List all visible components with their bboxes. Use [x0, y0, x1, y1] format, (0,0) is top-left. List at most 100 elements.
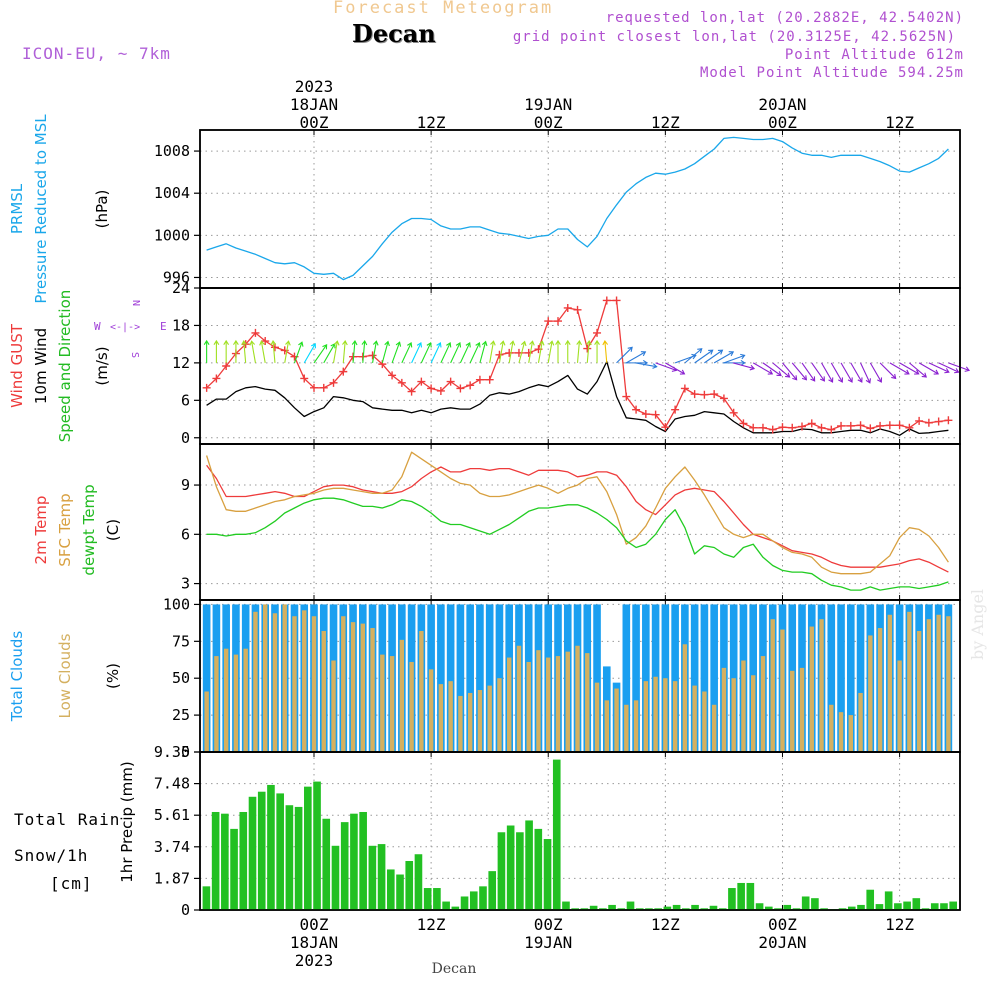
precip-bar [276, 793, 284, 910]
total-cloud-bar [837, 604, 845, 752]
gust-marker [680, 384, 689, 393]
gust-marker [837, 421, 846, 430]
low-cloud-bar [829, 704, 834, 752]
precip-bar [691, 904, 699, 910]
gust-marker [671, 405, 680, 414]
top-date-label: 20JAN [758, 95, 806, 114]
bottom-hour-label: 00Z [534, 915, 563, 934]
wind-arrow-shaft [752, 362, 773, 375]
precip-bar [654, 908, 662, 910]
gust-marker [456, 384, 465, 393]
precip-bar [838, 908, 847, 910]
precip-bar [211, 811, 220, 910]
bottom-hour-label: 00Z [300, 915, 329, 934]
total-clouds-label: Total Clouds [8, 631, 26, 723]
total-cloud-bar [593, 604, 601, 752]
low-cloud-bar [223, 648, 229, 752]
wind-arrow-shaft [272, 340, 276, 363]
wind-arrow-shaft [459, 342, 471, 364]
wind-arrow-head [708, 349, 714, 355]
wind-arrow-head [538, 340, 545, 346]
wind-arrow [313, 344, 328, 364]
wind-arrow-head [838, 377, 844, 383]
wind-arrow-head [310, 342, 316, 349]
wind-arrow [938, 362, 960, 374]
precip-bar [479, 886, 487, 910]
precip-bar [313, 781, 321, 910]
wind-arrow-shaft [655, 362, 677, 371]
precip-bar [359, 811, 367, 910]
precip-bar [571, 908, 579, 910]
wind-arrow-head [877, 377, 883, 383]
wind-arrow-shaft [372, 341, 377, 363]
low-cloud-bar [799, 667, 805, 752]
wind-arrow [860, 362, 871, 384]
precip-bar [331, 845, 340, 910]
top-date-label: 18JAN [290, 95, 338, 114]
wind-arrow [391, 341, 402, 364]
wind-arrow [694, 349, 714, 364]
total-cloud-bar [466, 604, 474, 752]
low-cloud-bar [467, 692, 473, 752]
low-cloud-bar [565, 651, 570, 752]
wind-arrow [889, 362, 910, 375]
low-cloud-bar [672, 681, 678, 752]
precip-bar [866, 889, 875, 910]
temp-unit: (C) [104, 519, 122, 541]
top-hour-label: 00Z [300, 113, 329, 132]
bottom-year-label: 2023 [295, 951, 334, 970]
wind-arrow-shaft [430, 342, 441, 364]
wind-arrow-head [776, 371, 782, 377]
wind-arrow [713, 351, 735, 364]
pressure-line [206, 136, 949, 281]
wind-arrow-head [342, 339, 348, 346]
wind-arrow [576, 339, 582, 363]
top-year-label: 2023 [295, 77, 334, 96]
wind-arrow [498, 340, 506, 363]
wind-arrow [479, 340, 488, 364]
model-label: ICON-EU, ~ 7km [22, 44, 171, 63]
low-cloud-bar [897, 660, 902, 752]
wind-arrow [372, 340, 379, 363]
wind-arrow [879, 362, 897, 380]
wind-arrow-head [249, 340, 256, 346]
point-altitude: Point Altitude 612m [784, 47, 964, 63]
low-cloud-bar [653, 676, 658, 752]
bottom-date-label: 18JAN [290, 933, 338, 952]
total-cloud-bar [456, 604, 465, 752]
gust-marker [641, 410, 650, 419]
wind-arrow-head [322, 344, 328, 350]
wind-arrow-head [792, 375, 798, 381]
wind-arrow-head [652, 363, 658, 369]
wind-speed-dir-label: Speed and Direction [56, 290, 74, 443]
low-cloud-bar [760, 656, 766, 752]
wind-arrow-head [481, 340, 488, 347]
gust-marker [563, 303, 572, 312]
total-cloud-bar [485, 604, 494, 752]
precip-bar [350, 813, 358, 910]
low-cloud-bar [838, 712, 844, 752]
precip-bar [783, 904, 792, 910]
pressure-label-msl: Pressure Reduced to MSL [32, 114, 50, 304]
top-hour-label: 00Z [534, 113, 563, 132]
precip-bar [820, 908, 828, 910]
gust-marker [895, 421, 904, 430]
wind-arrow-shaft [469, 342, 480, 364]
wind-arrow [948, 362, 971, 372]
wind-ytick-label: 12 [172, 354, 190, 372]
wind-ytick-label: 0 [181, 429, 190, 447]
precip-bar [304, 786, 312, 910]
precip-panel [194, 751, 961, 911]
wind-arrow-head [233, 339, 239, 345]
wind-arrow-shaft [381, 341, 389, 364]
precip-bar [792, 908, 801, 910]
pressure-ytick-label: 1000 [154, 226, 190, 244]
temp-dewpt-line [206, 497, 949, 591]
precip-bar [682, 908, 690, 910]
wind-arrow [704, 349, 724, 364]
wind-arrow-shaft [332, 341, 338, 363]
title-faded: Forecast Meteogram [333, 0, 554, 18]
top-hour-label: 12Z [651, 113, 680, 132]
wind-arrow-head [436, 342, 442, 348]
low-cloud-bar [877, 628, 883, 752]
